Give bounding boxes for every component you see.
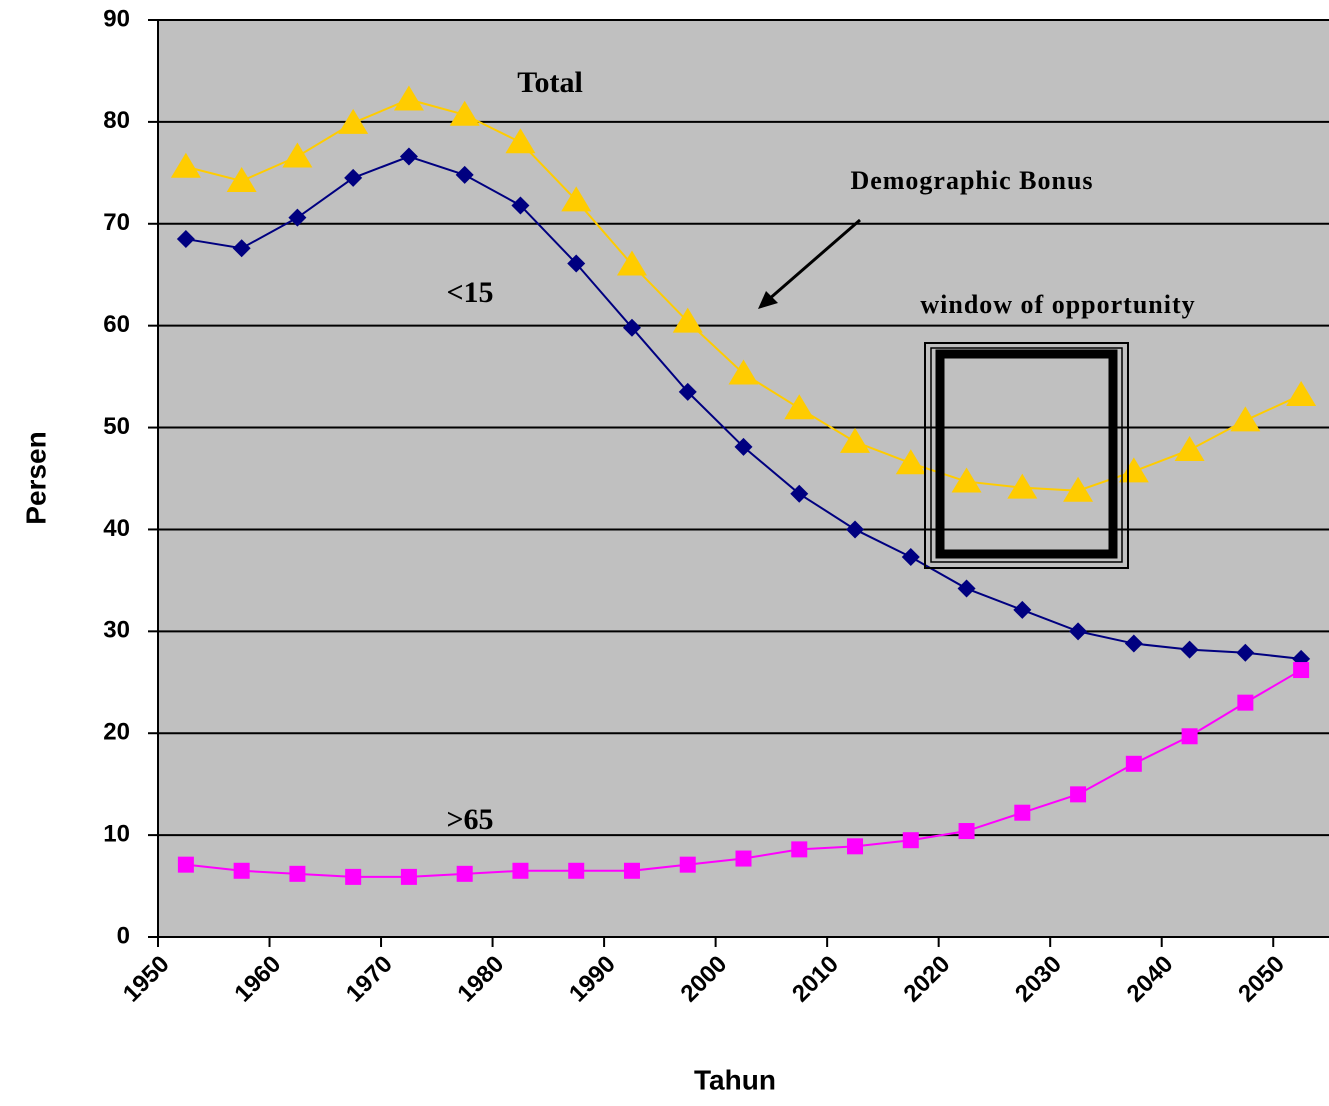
marker — [1014, 804, 1031, 821]
marker — [1237, 694, 1254, 711]
x-tick-label: 2000 — [676, 951, 733, 1008]
marker — [1293, 662, 1310, 679]
marker — [901, 547, 920, 566]
marker — [957, 579, 976, 598]
y-tick-label: 80 — [103, 107, 130, 134]
marker — [1125, 755, 1142, 772]
y-tick-label: 70 — [103, 209, 130, 236]
marker — [449, 100, 480, 126]
marker — [345, 868, 362, 885]
marker — [902, 832, 919, 849]
marker — [623, 862, 640, 879]
marker — [622, 318, 641, 337]
x-tick-label: 2050 — [1233, 951, 1290, 1008]
x-tick-label: 2010 — [787, 951, 844, 1008]
marker — [1118, 457, 1149, 483]
x-tick-label: 2020 — [899, 951, 956, 1008]
marker — [288, 208, 307, 227]
marker — [734, 437, 753, 456]
y-tick-label: 50 — [103, 413, 130, 440]
y-tick-label: 20 — [103, 719, 130, 746]
x-tick-label: 2030 — [1010, 951, 1067, 1008]
y-tick-label: 10 — [103, 820, 130, 847]
marker — [400, 868, 417, 885]
marker — [1124, 634, 1143, 653]
marker — [846, 520, 865, 539]
marker — [951, 467, 982, 493]
x-tick-label: 1970 — [341, 951, 398, 1008]
marker — [568, 862, 585, 879]
marker — [840, 427, 871, 453]
marker — [784, 394, 815, 420]
marker — [456, 865, 473, 882]
x-tick-label: 1950 — [118, 951, 175, 1008]
x-tick-label: 1980 — [452, 951, 509, 1008]
marker — [512, 862, 529, 879]
x-tick-label: 2040 — [1122, 951, 1179, 1008]
marker — [735, 850, 752, 867]
x-tick-label: 1990 — [564, 951, 621, 1008]
marker — [895, 449, 926, 475]
y-tick-label: 40 — [103, 515, 130, 542]
marker — [1230, 406, 1261, 432]
marker — [958, 823, 975, 840]
marker — [177, 856, 194, 873]
x-axis-title: Tahun — [694, 1064, 776, 1095]
grid — [158, 19, 1329, 938]
marker — [847, 838, 864, 855]
annotation: Demographic Bonus — [850, 166, 1093, 195]
marker — [1007, 473, 1038, 499]
series-label: <15 — [446, 276, 493, 309]
marker — [232, 239, 251, 258]
series-layer — [170, 85, 1317, 885]
marker — [393, 85, 424, 111]
series-label: Total — [517, 66, 583, 99]
y-axis-title: Persen — [20, 431, 51, 524]
marker — [1236, 643, 1255, 662]
marker — [455, 165, 474, 184]
window-box — [924, 342, 1129, 569]
arrow — [758, 218, 861, 309]
marker — [170, 152, 201, 178]
marker — [226, 166, 257, 192]
y-tick-label: 30 — [103, 617, 130, 644]
y-tick-label: 0 — [117, 922, 130, 949]
marker — [505, 128, 536, 154]
marker — [399, 147, 418, 166]
marker — [1286, 380, 1317, 406]
marker — [679, 856, 696, 873]
marker — [176, 230, 195, 249]
y-tick-label: 60 — [103, 311, 130, 338]
marker — [282, 142, 313, 168]
plot-area — [158, 20, 1329, 937]
marker — [561, 186, 592, 212]
marker — [672, 307, 703, 333]
x-tick-label: 1960 — [229, 951, 286, 1008]
marker — [728, 359, 759, 385]
marker — [1069, 622, 1088, 641]
marker — [1013, 600, 1032, 619]
marker — [1174, 435, 1205, 461]
marker — [791, 841, 808, 858]
marker — [616, 250, 647, 276]
marker — [1063, 476, 1094, 502]
marker — [678, 382, 697, 401]
y-tick-label: 90 — [103, 5, 130, 32]
marker — [567, 254, 586, 273]
marker — [344, 168, 363, 187]
marker — [511, 196, 530, 215]
marker — [338, 108, 369, 134]
marker — [289, 865, 306, 882]
marker — [1181, 728, 1198, 745]
marker — [233, 862, 250, 879]
marker — [1070, 786, 1087, 803]
marker — [1180, 640, 1199, 659]
annotation: window of opportunity — [920, 290, 1195, 319]
series-label: >65 — [446, 803, 493, 836]
marker — [790, 484, 809, 503]
